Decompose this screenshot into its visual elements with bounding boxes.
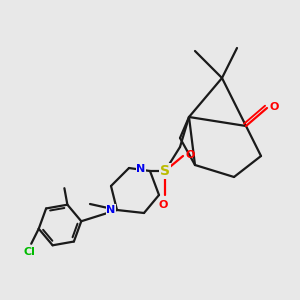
Text: O: O xyxy=(186,149,195,160)
Text: S: S xyxy=(160,164,170,178)
Text: O: O xyxy=(159,200,168,209)
Text: N: N xyxy=(106,205,116,215)
Text: O: O xyxy=(270,101,279,112)
Text: Cl: Cl xyxy=(24,247,36,257)
Text: N: N xyxy=(136,164,146,175)
